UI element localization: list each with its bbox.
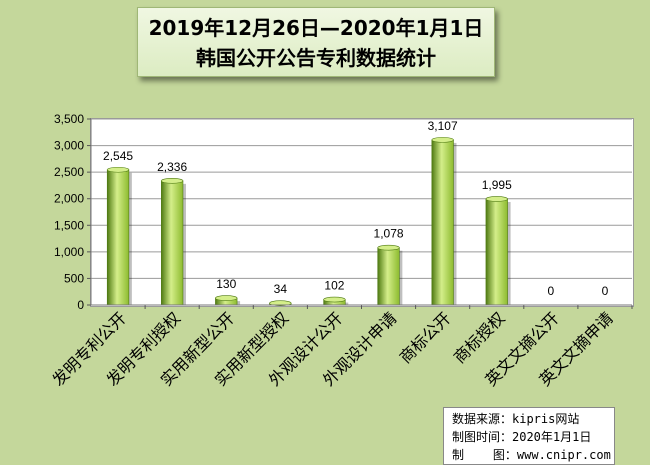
- y-tick-label: 1,000: [54, 245, 84, 259]
- bar-cap: [215, 295, 238, 301]
- bar-cap: [377, 244, 400, 251]
- source-line-3: 制 图：www.cnipr.com: [452, 448, 611, 462]
- x-axis: 发明专利公开发明专利授权实用新型公开实用新型授权外观设计公开外观设计申请商标公开…: [49, 304, 633, 390]
- source-note: 数据来源：kipris网站 制图时间：2020年1月1日 制 图：www.cni…: [443, 407, 615, 465]
- y-axis: 0 500 1,000 1,500 2,000 2,500 3,000 3,500: [54, 112, 92, 312]
- bar-cap: [485, 196, 508, 202]
- chart-title-box: 2019年12月26日—2020年1月1日 韩国公开公告专利数据统计: [137, 7, 495, 77]
- chart-title-line-1: 2019年12月26日—2020年1月1日: [148, 16, 484, 40]
- y-tick-label: 500: [64, 271, 84, 285]
- y-tick-label: 1,500: [54, 218, 84, 232]
- data-label: 0: [548, 284, 555, 298]
- bar-cap: [161, 178, 184, 184]
- y-tick-label: 2,500: [54, 165, 84, 179]
- data-label: 102: [324, 279, 344, 293]
- data-label: 1,078: [374, 227, 404, 241]
- data-label: 130: [216, 277, 236, 291]
- y-tick-label: 3,500: [54, 112, 84, 126]
- bars: 2,545 2,336 130 34 102 1,078 3,107 1,995 0 0: [103, 119, 609, 306]
- bar: [431, 139, 454, 306]
- bar: [377, 247, 400, 306]
- bar-cap: [106, 166, 130, 173]
- y-tick-label: 3,000: [54, 139, 84, 153]
- bar: [485, 198, 508, 306]
- data-label: 1,995: [482, 178, 512, 192]
- data-label: 0: [602, 284, 609, 298]
- data-label: 2,545: [103, 149, 133, 163]
- data-label: 34: [274, 282, 288, 296]
- bar-cap: [269, 300, 292, 306]
- chart-title-line-2: 韩国公开公告专利数据统计: [196, 46, 436, 70]
- bar: [106, 169, 130, 306]
- bar-cap: [431, 137, 454, 143]
- data-label: 3,107: [428, 119, 458, 133]
- y-tick-label: 0: [77, 298, 84, 312]
- x-tick-label: 商标公开: [396, 308, 455, 367]
- bar: [161, 180, 184, 306]
- bar-cap: [323, 296, 346, 303]
- source-line-1: 数据来源：kipris网站: [452, 412, 580, 426]
- data-label: 2,336: [157, 160, 187, 174]
- source-line-2: 制图时间：2020年1月1日: [452, 430, 592, 444]
- y-tick-label: 2,000: [54, 192, 84, 206]
